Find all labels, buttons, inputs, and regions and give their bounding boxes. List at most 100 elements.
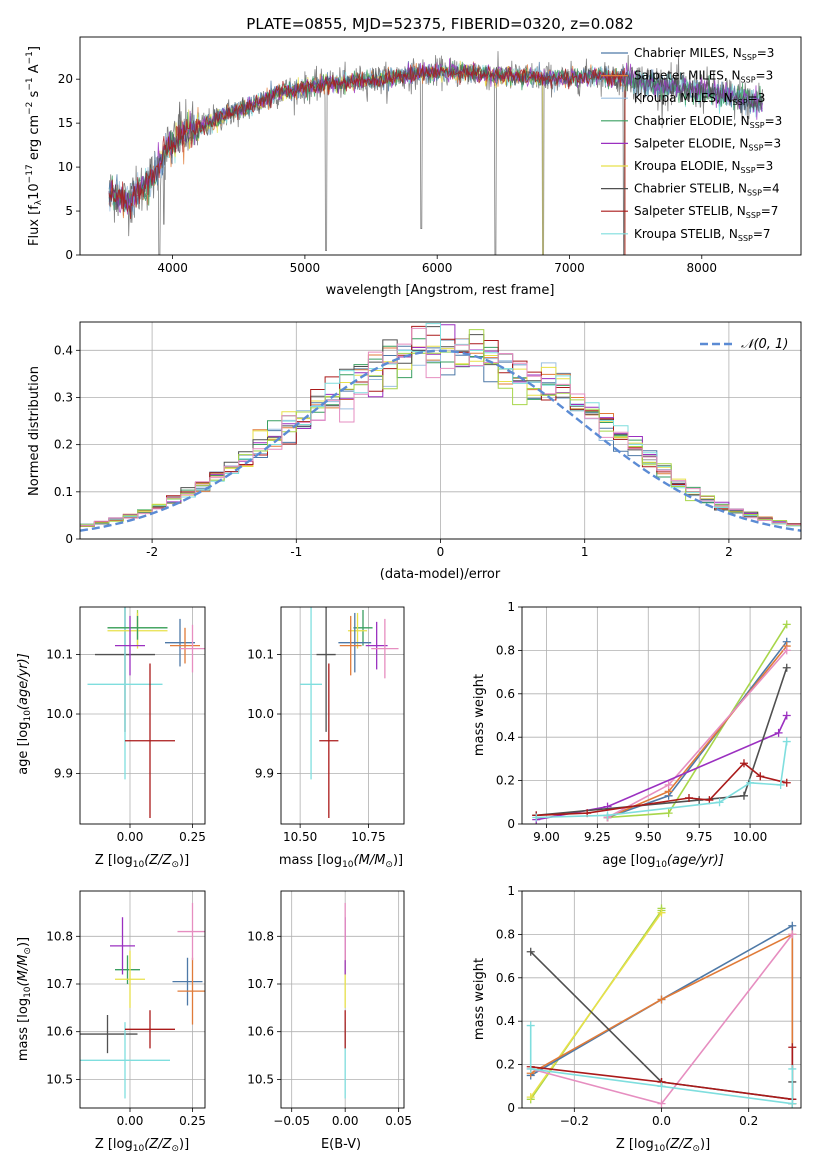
plus-marker: [782, 646, 791, 655]
error-bar-point: [125, 1010, 175, 1049]
plus-marker: [657, 908, 666, 917]
y-tick-label: 10.0: [46, 707, 73, 721]
y-tick-label: 9.9: [54, 766, 73, 780]
legend-text: Chabrier MILES, N: [634, 46, 742, 60]
plus-marker: [526, 1064, 535, 1073]
x-tick-label: 10.00: [733, 830, 767, 844]
legend-text: Kroupa ELODIE, N: [634, 159, 741, 173]
y-tick-label: 0.4: [496, 730, 515, 744]
plus-marker: [776, 780, 785, 789]
legend-tail: =3: [748, 91, 766, 105]
y-tick-label: 10.6: [46, 1025, 73, 1039]
plus-marker: [739, 791, 748, 800]
x-tick-label: 0.2: [739, 1114, 758, 1128]
age-mass-xlabel: mass [log10(M/M⊙)]: [279, 853, 403, 870]
plus-marker: [657, 1099, 666, 1108]
axes-frame: [79, 606, 206, 825]
error-bar-point: [107, 615, 168, 640]
legend-sub: SSP: [747, 189, 762, 198]
y-tick-label: 0.1: [54, 485, 73, 499]
spectrum-ylabel: Flux [fλ10−17 erg cm−2 s−1 A−1]: [25, 46, 44, 246]
y-tick-label: 10: [58, 160, 73, 174]
legend-tail: =3: [763, 136, 781, 150]
plus-marker: [526, 1093, 535, 1102]
x-tick-label: 9.50: [635, 830, 662, 844]
y-tick-label: 10.7: [247, 977, 274, 991]
y-tick-label: 0.8: [496, 927, 515, 941]
plus-marker: [788, 921, 797, 930]
x-tick-label: 10.75: [351, 830, 385, 844]
legend-entry: Kroupa STELIB, NSSP=7: [634, 227, 771, 243]
legend-tail: =7: [761, 204, 779, 218]
error-bar-point: [172, 957, 203, 1006]
y-tick-label: 10.5: [46, 1072, 73, 1086]
legend-entry: Chabrier MILES, NSSP=3: [634, 46, 774, 62]
x-tick-label: −0.05: [273, 1114, 310, 1128]
legend-entry: Salpeter STELIB, NSSP=7: [634, 204, 778, 220]
age-z-ylabel: age [log10(age/yr)]: [16, 653, 33, 775]
y-tick-label: 0.8: [496, 643, 515, 657]
x-tick-label: 0: [437, 545, 445, 559]
y-tick-label: 0.6: [496, 687, 515, 701]
x-tick-label: 9.25: [584, 830, 611, 844]
age-z-panel: 0.00 0.25 9.9 10.0 10.1: [46, 606, 206, 844]
spectrum-xlabel: wavelength [Angstrom, rest frame]: [326, 283, 555, 298]
legend-text: Salpeter MILES, N: [634, 69, 741, 83]
age-mass-panel: 10.50 10.75 9.9 10.0 10.1: [247, 606, 405, 844]
y-tick-label: 0.3: [54, 390, 73, 404]
error-bar-point: [80, 1022, 170, 1099]
massweight-z-ylabel: mass weight: [472, 958, 487, 1040]
legend-sub: SSP: [733, 98, 748, 107]
legend-entry: Chabrier ELODIE, NSSP=3: [634, 114, 782, 130]
error-bar-point: [339, 615, 362, 676]
x-tick-label: 8000: [687, 261, 718, 275]
axes-frame: [280, 606, 405, 825]
error-bar-point: [371, 618, 399, 679]
plus-marker: [788, 1043, 797, 1052]
x-tick-label: 0.00: [117, 1114, 144, 1128]
residuals-ylabel: Normed distribution: [27, 366, 42, 496]
plus-marker: [684, 793, 693, 802]
error-bar-point: [180, 624, 205, 673]
y-tick-label: 10.6: [247, 1025, 274, 1039]
legend-tail: =3: [756, 159, 774, 173]
legend-entry: 𝒩(0, 1): [741, 337, 788, 352]
model-line: [108, 61, 626, 255]
x-tick-label: 0.00: [332, 1114, 359, 1128]
model-line: [108, 64, 626, 255]
y-tick-label: 20: [58, 72, 73, 86]
legend-text: Kroupa STELIB, N: [634, 227, 738, 241]
error-bar-point: [365, 621, 388, 670]
legend-sub: SSP: [748, 143, 763, 152]
plus-marker: [756, 772, 765, 781]
legend-tail: =4: [762, 182, 780, 196]
y-tick-label: 0: [65, 248, 73, 262]
plus-marker: [782, 620, 791, 629]
plus-marker: [782, 778, 791, 787]
age-z-xlabel: Z [log10(Z/Z⊙)]: [95, 853, 189, 870]
y-tick-label: 10.5: [247, 1072, 274, 1086]
plus-marker: [657, 1082, 666, 1091]
y-tick-label: 0.4: [496, 1014, 515, 1028]
y-tick-label: 0.6: [496, 971, 515, 985]
plus-marker: [788, 1099, 797, 1108]
massweight-age-xlabel: age [log10(age/yr)]: [602, 853, 724, 870]
error-bar-point: [87, 607, 163, 780]
plus-marker: [603, 811, 612, 820]
axes-frame: [79, 890, 206, 1109]
residuals-panel: -2 -1 0 1 2 0 0.1 0.2 0.3 0.4 𝒩(0, 1): [54, 321, 802, 559]
y-tick-label: 1: [507, 600, 515, 614]
legend-entry: Salpeter ELODIE, NSSP=3: [634, 136, 781, 152]
mass-weight-line: [536, 741, 788, 819]
x-tick-label: 0.25: [179, 830, 206, 844]
x-tick-label: 0.0: [652, 1114, 671, 1128]
mass-weight-line: [530, 912, 663, 1098]
legend-sub: SSP: [741, 76, 756, 85]
y-tick-label: 9.9: [255, 766, 274, 780]
y-tick-label: 0.2: [54, 438, 73, 452]
error-bar-point: [316, 607, 336, 732]
x-tick-label: 10.50: [283, 830, 317, 844]
plus-marker: [526, 947, 535, 956]
axes-frame: [521, 606, 802, 825]
legend-entry: Chabrier STELIB, NSSP=4: [634, 182, 780, 198]
